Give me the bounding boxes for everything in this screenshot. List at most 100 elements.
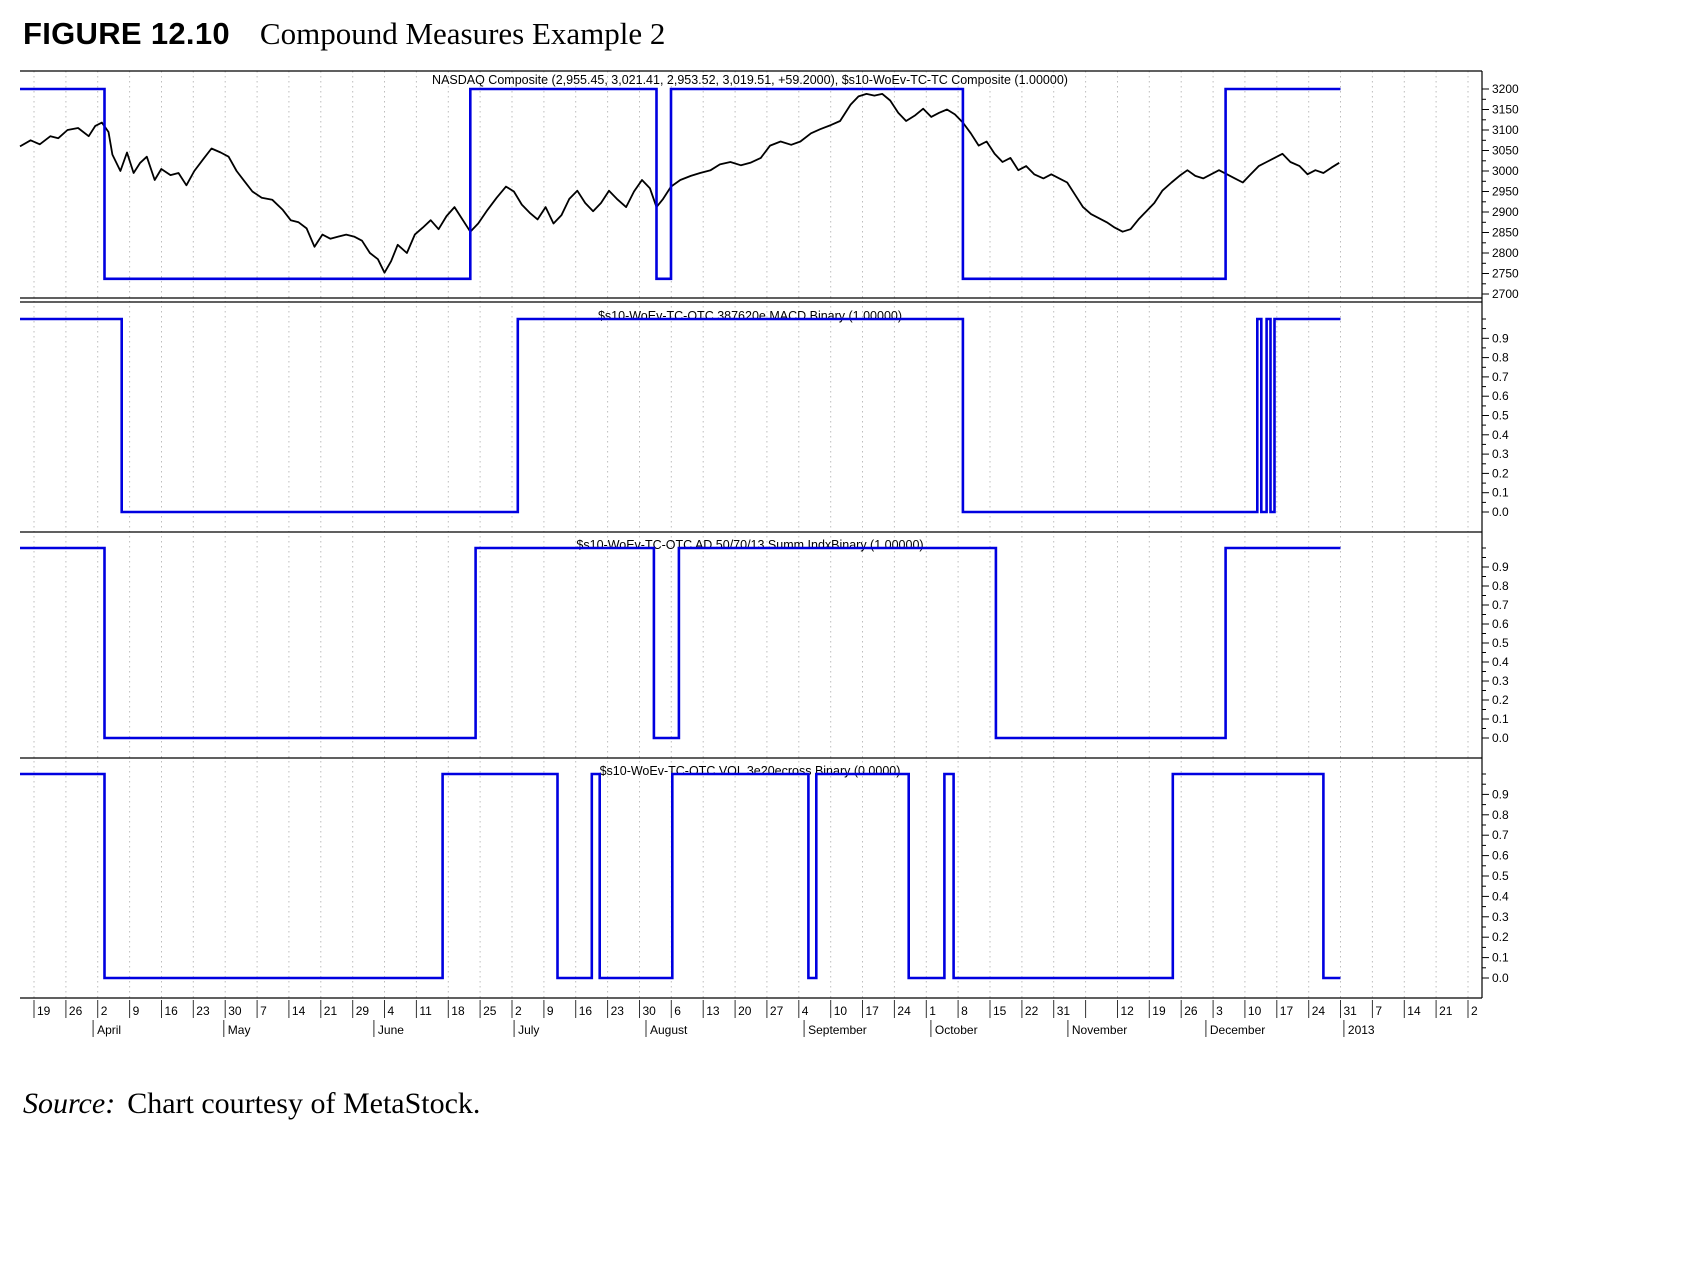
x-tick-label: 15 [993, 1004, 1007, 1018]
gridlines [33, 70, 1469, 998]
x-tick-label: 4 [388, 1004, 395, 1018]
svg-text:0.6: 0.6 [1492, 389, 1509, 403]
svg-text:0.3: 0.3 [1492, 909, 1509, 923]
x-tick-label: 23 [196, 1004, 210, 1018]
page: FIGURE 12.10 Compound Measures Example 2 … [0, 0, 1708, 1121]
svg-text:0.9: 0.9 [1492, 560, 1509, 574]
price-line [20, 87, 1341, 280]
svg-text:2950: 2950 [1492, 184, 1519, 198]
svg-text:2900: 2900 [1492, 205, 1519, 219]
y-axis: 2700 2750 2800 2850 2900 2950 3000 3050 3100 3150… [1482, 82, 1519, 985]
svg-text:3150: 3150 [1492, 102, 1519, 116]
svg-text:0.8: 0.8 [1492, 350, 1509, 364]
svg-text:0.9: 0.9 [1492, 331, 1509, 345]
x-tick-label: 17 [1280, 1004, 1294, 1018]
x-tick-label: 2 [1471, 1004, 1478, 1018]
svg-text:0.3: 0.3 [1492, 447, 1509, 461]
panel-title-price: NASDAQ Composite (2,955.45, 3,021.41, 2,… [432, 73, 1068, 87]
vol-cross-binary-line [20, 772, 1341, 979]
x-tick-label: 7 [260, 1004, 267, 1018]
x-tick-label: 10 [1248, 1004, 1262, 1018]
svg-text:3100: 3100 [1492, 123, 1519, 137]
nasdaq-price-line [19, 92, 1340, 274]
svg-text:0.8: 0.8 [1492, 579, 1509, 593]
ad-summ-binary-line [20, 546, 1341, 739]
metastock-compound-measures-chart: 2700275028002850290029503000305031003150… [19, 70, 1519, 1037]
x-tick-label: 10 [834, 1004, 848, 1018]
panel-borders [20, 70, 1483, 999]
svg-text:0.5: 0.5 [1492, 869, 1509, 883]
source-note: Source: Chart courtesy of MetaStock. [23, 1087, 1708, 1121]
svg-text:0.9: 0.9 [1492, 787, 1509, 801]
month-label: December [1210, 1023, 1265, 1037]
svg-text:3000: 3000 [1492, 164, 1519, 178]
figure-header: FIGURE 12.10 Compound Measures Example 2 [0, 0, 1708, 52]
x-tick-label: 4 [802, 1004, 809, 1018]
x-tick-label: 6 [674, 1004, 681, 1018]
svg-text:2800: 2800 [1492, 246, 1519, 260]
svg-text:0.6: 0.6 [1492, 848, 1509, 862]
x-tick-label: 16 [579, 1004, 593, 1018]
svg-text:0.1: 0.1 [1492, 950, 1509, 964]
svg-text:0.2: 0.2 [1492, 930, 1509, 944]
source-text: Chart courtesy of MetaStock. [127, 1086, 481, 1120]
x-tick-label: 14 [292, 1004, 306, 1018]
svg-text:0.4: 0.4 [1492, 889, 1509, 903]
svg-text:0.2: 0.2 [1492, 466, 1509, 480]
svg-text:2700: 2700 [1492, 287, 1519, 301]
x-tick-label: 2 [515, 1004, 522, 1018]
macd-binary-line [20, 317, 1341, 513]
x-tick-label: 27 [770, 1004, 784, 1018]
panel-title-vol-cross-binary: $s10-WoEv-TC-OTC VOL 3e20ecross Binary (… [600, 764, 901, 778]
x-tick-label: 26 [1184, 1004, 1198, 1018]
x-tick-label: 11 [419, 1004, 432, 1018]
x-tick-label: 1 [929, 1004, 936, 1018]
month-label: September [808, 1023, 867, 1037]
x-tick-label: 7 [1375, 1004, 1382, 1018]
month-label: August [650, 1023, 688, 1037]
x-tick-label: 19 [1152, 1004, 1166, 1018]
month-label: May [228, 1023, 251, 1037]
svg-text:0.5: 0.5 [1492, 636, 1509, 650]
x-tick-label: 22 [1025, 1004, 1039, 1018]
month-label: 2013 [1348, 1023, 1375, 1037]
x-tick-label: 26 [69, 1004, 83, 1018]
svg-text:2750: 2750 [1492, 266, 1519, 280]
x-tick-label: 13 [706, 1004, 720, 1018]
svg-text:3050: 3050 [1492, 143, 1519, 157]
svg-text:0.0: 0.0 [1492, 505, 1509, 519]
x-tick-label: 30 [643, 1004, 657, 1018]
svg-text:0.4: 0.4 [1492, 427, 1509, 441]
svg-text:0.7: 0.7 [1492, 370, 1509, 384]
svg-text:0.5: 0.5 [1492, 408, 1509, 422]
x-tick-label: 16 [165, 1004, 179, 1018]
figure-title: Compound Measures Example 2 [259, 16, 666, 51]
x-tick-label: 2 [101, 1004, 108, 1018]
svg-text:0.4: 0.4 [1492, 655, 1509, 669]
x-tick-label: 17 [866, 1004, 880, 1018]
month-label: June [378, 1023, 404, 1037]
x-tick-label: 19 [37, 1004, 51, 1018]
x-tick-label: 8 [961, 1004, 968, 1018]
x-tick-label: 18 [451, 1004, 465, 1018]
x-axis: 19 26 2 9 16 23 30 7 14 21 29 4 11 18 25 2 9 16 23 30 6 13 20 2… [33, 999, 1478, 1037]
month-label: October [935, 1023, 978, 1037]
x-tick-label: 21 [324, 1004, 338, 1018]
x-tick-label: 24 [897, 1004, 911, 1018]
x-tick-label: 12 [1121, 1004, 1135, 1018]
month-label: November [1072, 1023, 1127, 1037]
x-tick-label: 21 [1439, 1004, 1453, 1018]
panel-title-ad-summ-binary: $s10-WoEv-TC-OTC AD 50/70/13 Summ IndxBi… [576, 538, 923, 552]
svg-text:0.7: 0.7 [1492, 828, 1509, 842]
source-prefix: Source: [23, 1086, 116, 1120]
x-tick-label: 29 [356, 1004, 370, 1018]
svg-text:0.0: 0.0 [1492, 731, 1509, 745]
svg-text:0.1: 0.1 [1492, 712, 1509, 726]
svg-text:0.0: 0.0 [1492, 971, 1509, 985]
x-tick-label: 31 [1344, 1004, 1358, 1018]
x-tick-label: 30 [228, 1004, 242, 1018]
svg-text:3200: 3200 [1492, 82, 1519, 96]
month-label: April [97, 1023, 121, 1037]
svg-text:0.8: 0.8 [1492, 807, 1509, 821]
x-tick-label: 9 [547, 1004, 554, 1018]
